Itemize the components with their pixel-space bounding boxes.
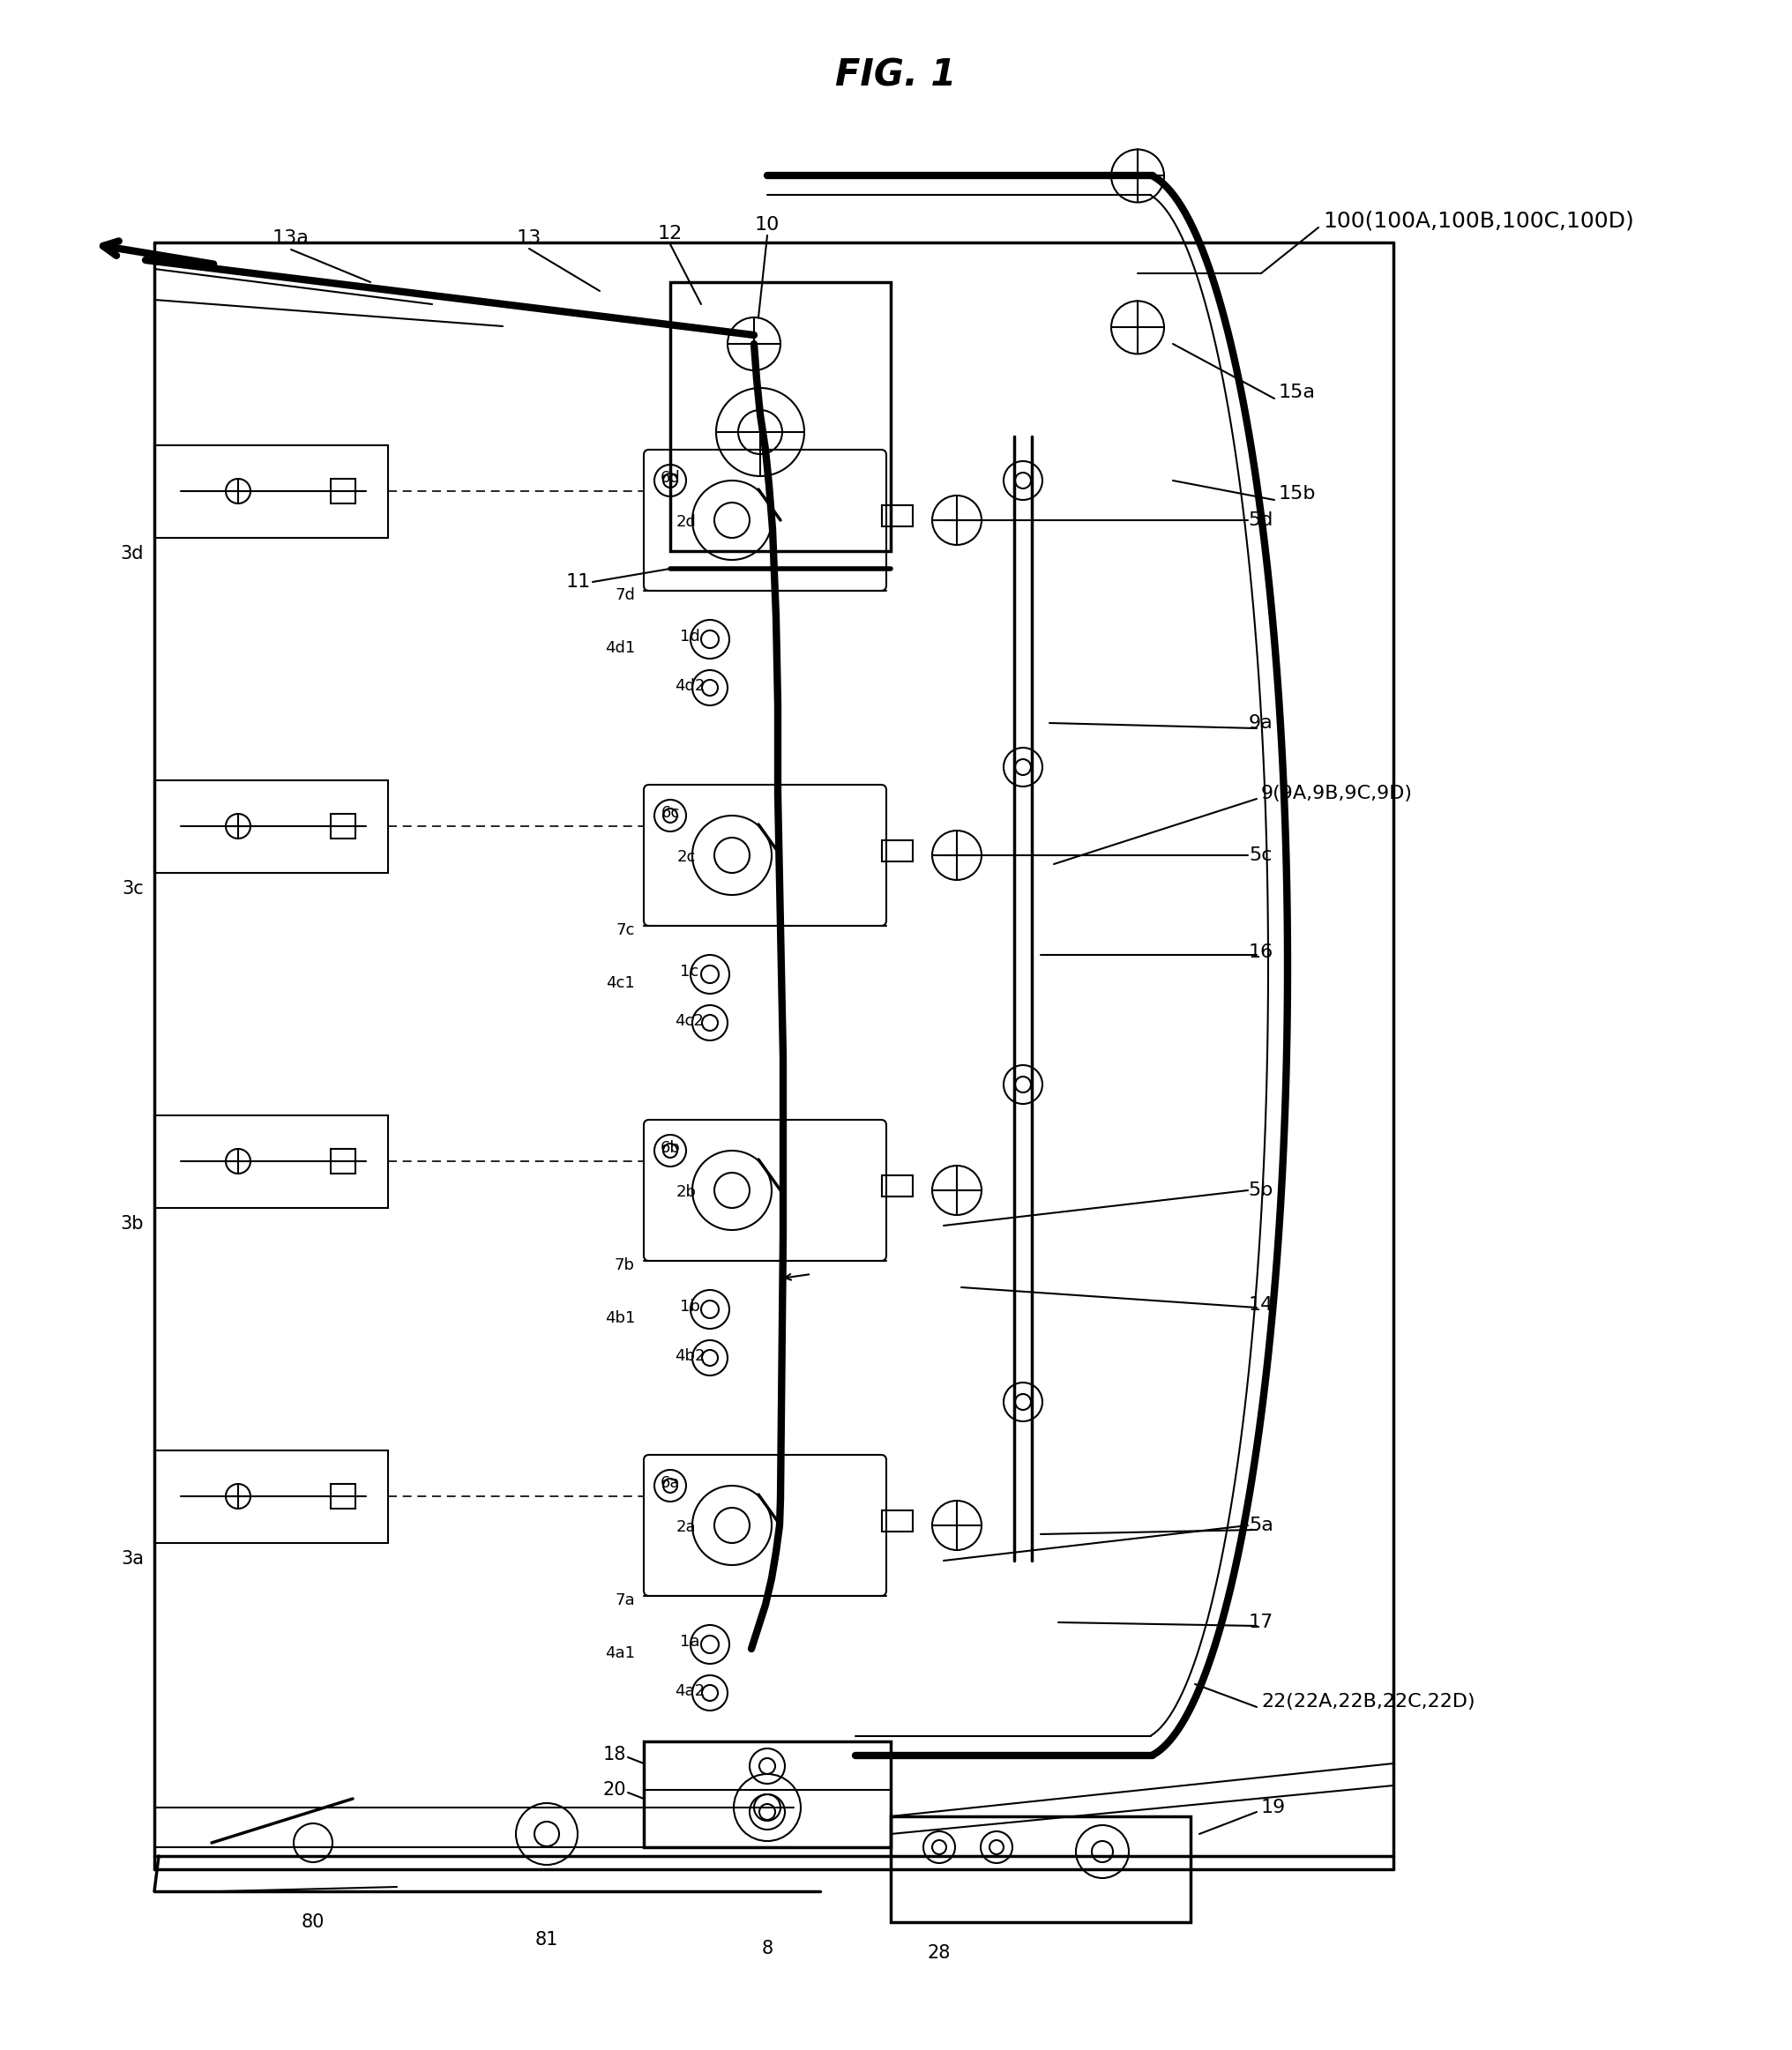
Text: 8: 8 (762, 1939, 772, 1958)
Text: 5d: 5d (1247, 510, 1272, 529)
Bar (891, 1816, 1190, 1923)
Text: 5c: 5c (1249, 847, 1272, 865)
Bar (330, 1148, 355, 1173)
Text: 13: 13 (516, 230, 541, 246)
Text: 7c: 7c (616, 922, 634, 939)
Text: 1b: 1b (679, 1300, 699, 1314)
Bar (154, 1451, 387, 1544)
Text: 4b2: 4b2 (674, 1349, 704, 1363)
Bar (154, 1115, 387, 1207)
Text: 2a: 2a (676, 1519, 695, 1535)
Text: 4a1: 4a1 (604, 1646, 634, 1661)
Text: FIG. 1: FIG. 1 (835, 57, 957, 94)
Text: 4a2: 4a2 (674, 1683, 704, 1699)
Text: 1a: 1a (679, 1634, 699, 1650)
Text: 6a: 6a (659, 1476, 679, 1490)
Text: 4d2: 4d2 (674, 679, 704, 693)
Bar (330, 480, 355, 504)
Text: 4c2: 4c2 (676, 1013, 704, 1029)
Text: 7b: 7b (615, 1257, 634, 1273)
Text: 7d: 7d (615, 586, 634, 603)
Text: 1c: 1c (679, 964, 699, 980)
Text: 4b1: 4b1 (604, 1310, 634, 1326)
Text: 3a: 3a (120, 1550, 143, 1568)
Text: 3d: 3d (120, 545, 143, 562)
Bar (882, 840, 912, 861)
Text: 5a: 5a (1249, 1517, 1272, 1533)
Bar (330, 814, 355, 838)
Text: 9a: 9a (1249, 713, 1272, 732)
Text: 10: 10 (754, 215, 780, 234)
Text: 16: 16 (1247, 943, 1272, 961)
Text: 28: 28 (926, 1943, 950, 1962)
Text: 17: 17 (1247, 1613, 1272, 1632)
Text: 1d: 1d (679, 629, 699, 644)
Bar (154, 445, 387, 537)
Text: 2d: 2d (676, 515, 695, 529)
Text: 4c1: 4c1 (606, 976, 634, 990)
Text: 14: 14 (1247, 1296, 1272, 1314)
Text: 2b: 2b (676, 1185, 695, 1199)
Text: 13a: 13a (272, 230, 310, 246)
Text: 3b: 3b (120, 1216, 143, 1232)
Text: 12: 12 (658, 226, 683, 242)
Bar (882, 1511, 912, 1531)
Bar (882, 1175, 912, 1197)
Text: 6b: 6b (659, 1140, 679, 1156)
Text: 11: 11 (566, 574, 591, 590)
Bar (882, 504, 912, 527)
Text: 5b: 5b (1247, 1181, 1272, 1199)
Text: 6c: 6c (661, 806, 679, 820)
Text: 19: 19 (1260, 1798, 1285, 1816)
Text: 81: 81 (534, 1931, 557, 1950)
Text: 2c: 2c (676, 849, 695, 865)
Text: 18: 18 (602, 1747, 625, 1763)
Text: 15a: 15a (1278, 383, 1315, 402)
Text: 3c: 3c (122, 879, 143, 898)
Text: 4d1: 4d1 (604, 640, 634, 656)
Text: 7a: 7a (615, 1593, 634, 1609)
Text: 15b: 15b (1278, 486, 1315, 502)
Text: 100(100A,100B,100C,100D): 100(100A,100B,100C,100D) (1322, 209, 1633, 232)
Text: 9(9A,9B,9C,9D): 9(9A,9B,9C,9D) (1260, 785, 1412, 802)
Text: 80: 80 (301, 1913, 324, 1931)
Text: 20: 20 (602, 1781, 625, 1798)
Bar (670, 283, 891, 551)
Bar (643, 1740, 891, 1847)
Text: 6d: 6d (659, 469, 679, 486)
Bar (330, 1484, 355, 1509)
Text: 22(22A,22B,22C,22D): 22(22A,22B,22C,22D) (1260, 1693, 1475, 1710)
Bar (154, 781, 387, 873)
